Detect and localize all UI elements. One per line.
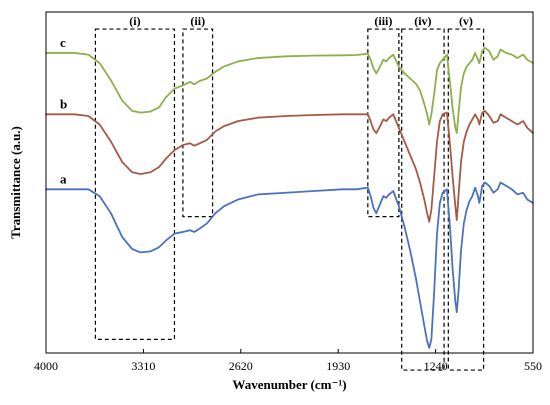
x-ticks-layer: 4000 3310 2620 1930 1240 550 (34, 349, 542, 373)
region-box-2 (182, 28, 214, 218)
region-box-3 (367, 28, 400, 218)
x-tick-label: 550 (524, 359, 542, 373)
region-label-2: (ii) (190, 14, 205, 28)
x-tick-label: 4000 (34, 359, 58, 373)
region-label-1: (i) (129, 14, 140, 28)
series-line-c (45, 46, 534, 134)
labels-layer: c b a (i) (ii) (iii) (iv) (v) (60, 14, 473, 186)
regions-layer (94, 28, 485, 371)
x-axis-title: Wavenumber (cm⁻¹) (232, 377, 346, 392)
region-label-5: (v) (459, 14, 473, 28)
y-axis-title: Transmittance (a.u.) (8, 126, 23, 239)
series-label-b: b (60, 96, 67, 111)
x-tick-label: 1930 (326, 359, 350, 373)
x-tick-label: 2620 (229, 359, 253, 373)
plot-frame (45, 11, 534, 354)
series-layer (45, 46, 534, 349)
series-line-b (45, 109, 534, 223)
series-line-a (45, 181, 534, 349)
x-tick-label: 1240 (424, 359, 448, 373)
x-tick-label: 3310 (131, 359, 155, 373)
region-label-4: (iv) (414, 14, 431, 28)
region-box-4 (401, 28, 445, 371)
series-label-c: c (60, 35, 66, 50)
region-box-1 (94, 28, 176, 340)
region-label-3: (iii) (374, 14, 392, 28)
series-label-a: a (60, 171, 67, 186)
